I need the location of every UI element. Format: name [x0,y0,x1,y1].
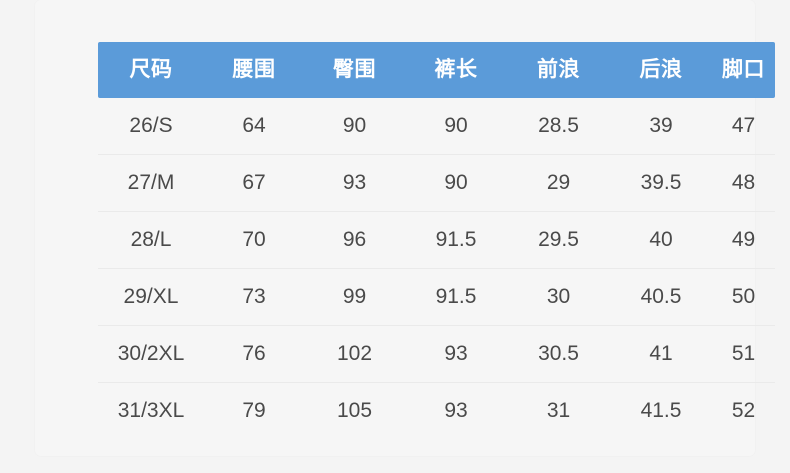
cell-leg-opening: 49 [712,211,775,269]
cell-pants-length: 93 [405,325,507,383]
cell-hip: 105 [336,399,373,422]
table-row: 26/S 64 90 90 28.5 39 47 [98,98,775,155]
cell-front-rise: 31 [546,399,571,422]
cell-hip: 96 [304,211,405,269]
column-header-hip: 臀围 [333,58,376,81]
cell-hip: 93 [304,154,405,212]
column-header-size: 尺码 [129,58,173,81]
cell-leg-opening: 48 [712,154,775,212]
cell-leg-opening: 51 [712,325,775,383]
table-header: 尺码 腰围 臀围 裤长 前浪 后浪 脚口 [98,42,775,98]
cell-hip: 90 [304,98,405,155]
cell-size: 28/L [98,211,204,269]
table-row: 27/M 67 93 90 29 39.5 48 [98,154,775,212]
cell-front-rise: 28.5 [507,98,610,155]
table-header-row: 尺码 腰围 臀围 裤长 前浪 后浪 脚口 [98,42,775,98]
cell-waist: 76 [204,325,304,383]
cell-pants-length: 90 [405,98,507,155]
cell-size: 26/S [98,98,204,155]
cell-waist: 67 [204,154,304,212]
cell-front-rise: 30.5 [507,325,610,383]
table-row: 29/XL 73 99 91.5 30 40.5 50 [98,268,775,326]
cell-back-rise: 41 [610,325,712,383]
column-header-front-rise: 前浪 [537,58,580,81]
size-chart-table: 尺码 腰围 臀围 裤长 前浪 后浪 脚口 26/S 64 90 90 28.5 … [98,42,775,439]
cell-pants-length: 91.5 [405,268,507,326]
cell-leg-opening: 47 [712,98,775,155]
cell-waist: 70 [204,211,304,269]
cell-size: 30/2XL [98,325,204,383]
cell-back-rise: 39 [610,98,712,155]
cell-front-rise: 29.5 [507,211,610,269]
cell-leg-opening: 50 [712,268,775,326]
cell-back-rise: 39.5 [610,154,712,212]
cell-pants-length: 90 [405,154,507,212]
cell-back-rise: 40.5 [610,268,712,326]
column-header-waist: 腰围 [232,58,276,81]
column-header-leg-opening: 脚口 [722,58,765,81]
column-header-pants-length: 裤长 [434,58,478,81]
cell-hip: 102 [304,325,405,383]
table-row: 31/3XL 79 105 93 31 41.5 52 [98,383,775,440]
cell-waist: 73 [204,268,304,326]
cell-waist: 79 [242,399,266,422]
table-body: 26/S 64 90 90 28.5 39 47 27/M 67 93 90 2… [98,98,775,439]
cell-pants-length: 91.5 [405,211,507,269]
table-row: 28/L 70 96 91.5 29.5 40 49 [98,211,775,269]
column-header-back-rise: 后浪 [639,58,683,81]
cell-leg-opening: 52 [731,399,756,422]
cell-front-rise: 30 [507,268,610,326]
cell-size: 27/M [98,154,204,212]
cell-pants-length: 93 [444,399,468,422]
cell-waist: 64 [204,98,304,155]
table-row: 30/2XL 76 102 93 30.5 41 51 [98,325,775,383]
cell-hip: 99 [304,268,405,326]
cell-front-rise: 29 [507,154,610,212]
cell-back-rise: 41.5 [640,399,682,422]
cell-back-rise: 40 [610,211,712,269]
size-chart-card: 尺码 腰围 臀围 裤长 前浪 后浪 脚口 26/S 64 90 90 28.5 … [35,0,775,456]
cell-size: 31/3XL [117,399,185,422]
cell-size: 29/XL [98,268,204,326]
